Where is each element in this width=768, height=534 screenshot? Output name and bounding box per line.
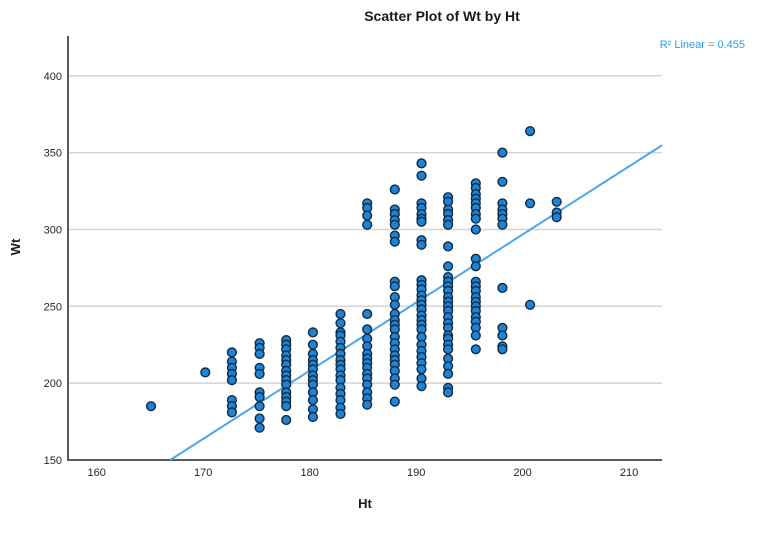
x-tick-label: 210 bbox=[620, 467, 638, 479]
data-point bbox=[497, 147, 508, 158]
y-tick-label: 250 bbox=[44, 301, 62, 313]
chart-title: Scatter Plot of Wt by Ht bbox=[364, 8, 520, 24]
data-point bbox=[416, 216, 427, 227]
data-point bbox=[226, 347, 238, 358]
data-point bbox=[497, 344, 508, 355]
data-point bbox=[389, 236, 400, 247]
y-tick-label: 350 bbox=[44, 148, 62, 160]
data-point bbox=[307, 411, 319, 423]
data-point bbox=[416, 381, 427, 392]
data-point bbox=[497, 330, 508, 341]
data-point bbox=[524, 198, 536, 209]
data-point bbox=[254, 422, 265, 433]
data-point bbox=[551, 212, 562, 223]
data-point bbox=[443, 219, 454, 230]
data-point bbox=[226, 375, 238, 386]
data-point bbox=[470, 213, 481, 224]
data-point bbox=[470, 224, 481, 235]
data-point bbox=[443, 368, 454, 380]
data-point bbox=[362, 219, 373, 230]
y-tick-label: 300 bbox=[44, 224, 62, 236]
data-point bbox=[254, 368, 265, 380]
data-point bbox=[389, 396, 400, 407]
data-point bbox=[254, 391, 265, 403]
data-point bbox=[362, 210, 373, 221]
data-point bbox=[335, 318, 346, 329]
data-point bbox=[416, 239, 427, 250]
data-point bbox=[389, 281, 400, 292]
data-point bbox=[254, 413, 265, 424]
data-point bbox=[443, 344, 454, 355]
data-point bbox=[307, 327, 319, 338]
data-point bbox=[389, 184, 400, 195]
x-tick-label: 160 bbox=[88, 467, 106, 479]
scatter-points bbox=[145, 126, 562, 433]
data-point bbox=[307, 395, 319, 406]
y-tick-label: 400 bbox=[44, 71, 62, 83]
x-tick-label: 170 bbox=[194, 467, 212, 479]
data-point bbox=[443, 261, 454, 272]
data-point bbox=[470, 344, 481, 355]
data-point bbox=[200, 367, 211, 378]
data-point bbox=[362, 324, 373, 335]
x-tick-label: 200 bbox=[513, 467, 531, 479]
data-point bbox=[497, 219, 508, 230]
data-point bbox=[362, 399, 373, 410]
x-axis-title: Ht bbox=[358, 496, 372, 511]
data-point bbox=[470, 261, 481, 272]
data-point bbox=[497, 282, 508, 294]
data-point bbox=[416, 364, 427, 375]
x-tick-label: 190 bbox=[407, 467, 425, 479]
data-point bbox=[335, 408, 346, 420]
data-point bbox=[416, 158, 427, 169]
data-point bbox=[145, 401, 157, 412]
data-point bbox=[307, 339, 319, 350]
data-point bbox=[335, 308, 346, 320]
data-point bbox=[416, 170, 427, 181]
y-axis-title: Wt bbox=[8, 238, 23, 255]
data-point bbox=[524, 299, 536, 310]
data-point bbox=[254, 401, 265, 412]
data-point bbox=[443, 387, 454, 398]
y-tick-labels: 150 200 250 300 350 400 bbox=[44, 71, 62, 467]
data-point bbox=[254, 348, 265, 360]
data-point bbox=[281, 401, 292, 412]
data-point bbox=[443, 241, 454, 252]
data-point bbox=[551, 196, 562, 207]
x-tick-labels: 160 170 180 190 200 210 bbox=[88, 467, 639, 479]
data-point bbox=[226, 407, 238, 418]
data-point bbox=[389, 299, 400, 310]
data-point bbox=[362, 308, 373, 320]
data-point bbox=[497, 176, 508, 187]
x-tick-label: 180 bbox=[300, 467, 318, 479]
r2-annotation: R² Linear = 0.455 bbox=[660, 39, 745, 51]
data-point bbox=[470, 330, 481, 341]
data-point bbox=[389, 379, 400, 390]
y-tick-label: 200 bbox=[44, 378, 62, 390]
gridlines bbox=[68, 75, 662, 384]
data-point bbox=[524, 126, 536, 137]
y-tick-label: 150 bbox=[44, 455, 62, 467]
data-point bbox=[281, 414, 292, 426]
regression-line bbox=[169, 144, 663, 461]
data-point bbox=[389, 219, 400, 230]
